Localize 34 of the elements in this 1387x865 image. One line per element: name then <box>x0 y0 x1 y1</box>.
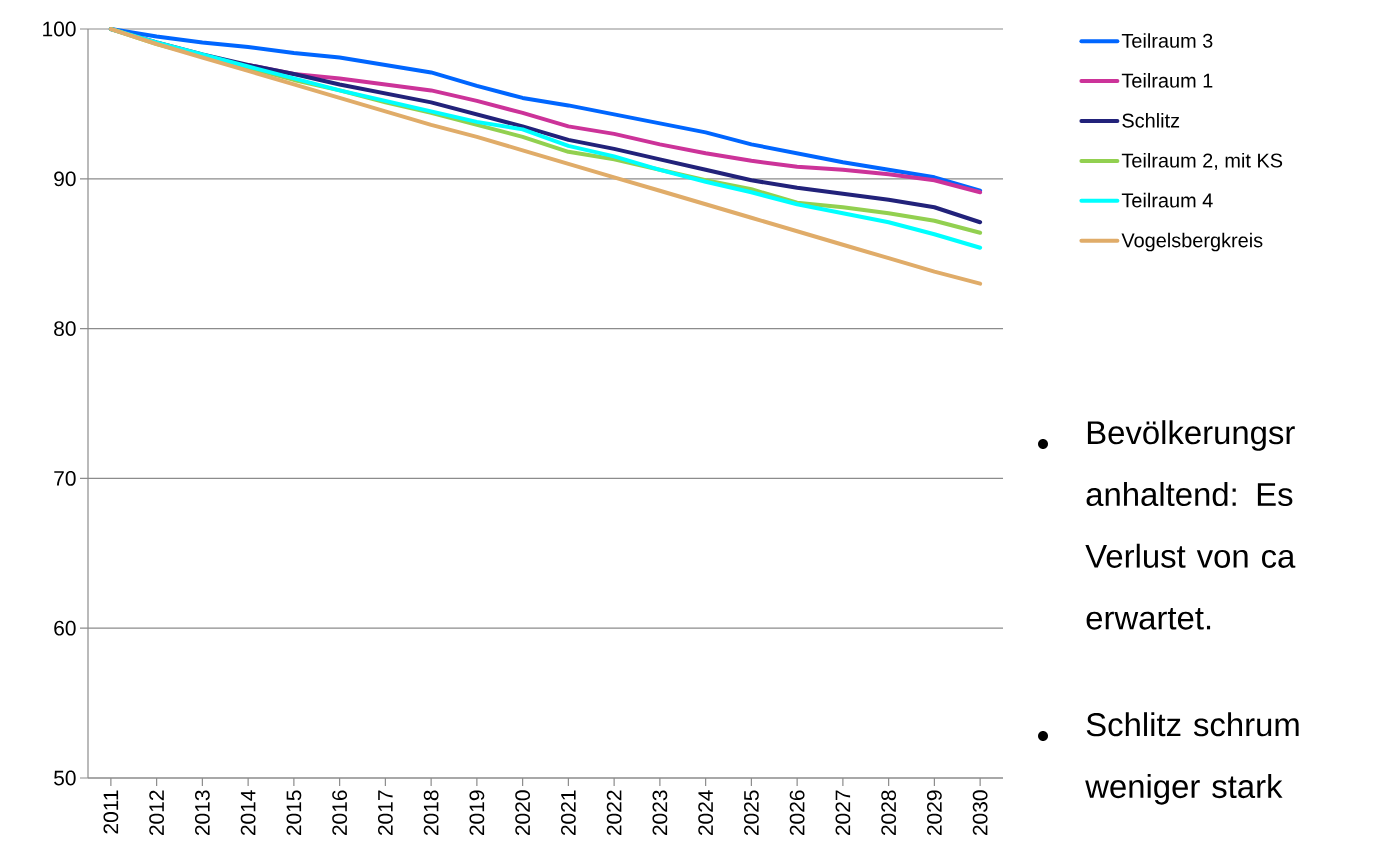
x-tick-label: 2023 <box>652 790 668 836</box>
y-tick-label: 70 <box>54 471 76 486</box>
x-tick-label: 2027 <box>835 790 851 836</box>
text: Schlitz schrum weniger stark <box>1085 712 1299 805</box>
y-tick-label: 50 <box>54 770 76 786</box>
legend-label: Schlitz <box>1122 113 1180 128</box>
legend-label: Teilraum 3 <box>1121 33 1213 48</box>
x-tick-label: 2025 <box>743 790 759 836</box>
x-tick-label: 2029 <box>926 790 942 836</box>
x-tick-label: 2019 <box>469 790 485 836</box>
x-tick-label: 2017 <box>377 790 393 836</box>
x-tick-label: 2018 <box>423 790 439 836</box>
x-tick-label: 2028 <box>881 790 897 836</box>
x-tick-label: 2021 <box>560 790 576 836</box>
legend-label: Teilraum 1 <box>1121 73 1213 88</box>
x-tick-label: 2022 <box>606 790 622 836</box>
x-tick-label: 2012 <box>149 790 165 836</box>
x-tick-label: 2024 <box>698 790 714 836</box>
legend-label: Vogelsbergkreis <box>1121 232 1263 252</box>
legend-label: Teilraum 2, mit KS <box>1121 152 1283 170</box>
legend-label: Teilraum 4 <box>1121 192 1213 208</box>
y-tick-label: 80 <box>54 321 76 337</box>
x-tick-label: 2026 <box>789 790 805 836</box>
y-tick-label: 60 <box>54 620 76 636</box>
x-tick-label: 2016 <box>332 790 348 836</box>
x-tick-label: 2015 <box>286 790 302 836</box>
y-tick-label: 90 <box>54 171 76 187</box>
x-tick-label: 2020 <box>515 790 531 836</box>
x-tick-label: 2014 <box>240 790 256 836</box>
x-tick-label: 2013 <box>194 790 210 836</box>
y-tick-label: 100 <box>43 21 76 37</box>
text: Bevölkerungsr anhaltend: Es Verlust von ca erwartet. <box>1085 420 1296 630</box>
x-tick-label: 2030 <box>972 790 988 836</box>
x-tick-label: 2011 <box>103 790 119 834</box>
